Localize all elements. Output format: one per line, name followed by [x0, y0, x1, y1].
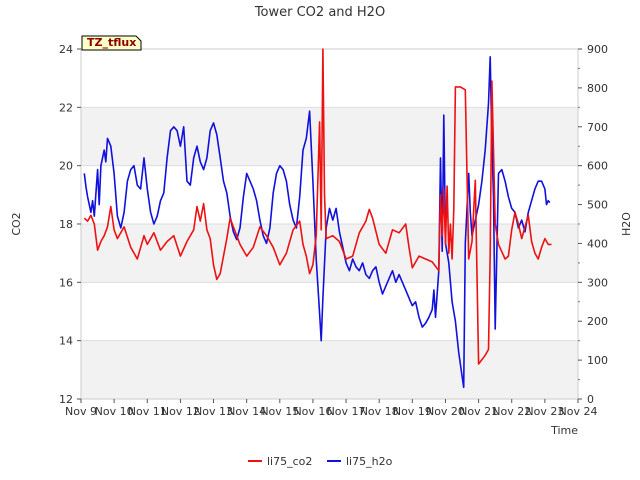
x-axis-label: Time	[550, 424, 578, 437]
x-tick-label: Nov 10	[95, 405, 134, 418]
right-tick-label: 500	[587, 199, 608, 212]
annotation-label: TZ_tflux	[87, 36, 136, 49]
x-tick-label: Nov 21	[459, 405, 498, 418]
chart-title: Tower CO2 and H2O	[254, 5, 385, 20]
x-tick-label: Nov 17	[327, 405, 366, 418]
legend-label-h2o: li75_h2o	[346, 455, 393, 468]
left-tick-label: 14	[59, 335, 73, 348]
x-tick-label: Nov 23	[525, 405, 564, 418]
left-tick-label: 24	[59, 43, 73, 56]
right-tick-label: 600	[587, 160, 608, 173]
plot-band	[81, 224, 578, 283]
x-tick-label: Nov 12	[161, 405, 200, 418]
legend-label-co2: li75_co2	[267, 455, 312, 468]
left-tick-label: 22	[59, 101, 73, 114]
x-tick-label: Nov 9	[65, 405, 97, 418]
right-tick-label: 800	[587, 82, 608, 95]
left-tick-label: 20	[59, 160, 73, 173]
left-tick-label: 18	[59, 218, 73, 231]
right-tick-label: 200	[587, 315, 608, 328]
plot-bands	[81, 107, 578, 399]
right-tick-label: 900	[587, 43, 608, 56]
annotation-box: TZ_tflux	[81, 35, 142, 51]
x-tick-label: Nov 14	[227, 405, 266, 418]
x-tick-label: Nov 16	[293, 405, 332, 418]
right-tick-label: 700	[587, 121, 608, 134]
left-tick-label: 16	[59, 276, 73, 289]
x-tick-label: Nov 11	[128, 405, 167, 418]
right-tick-label: 0	[587, 393, 594, 406]
x-tick-label: Nov 24	[559, 405, 598, 418]
series-line-co2	[83, 48, 552, 365]
x-tick-label: Nov 19	[393, 405, 432, 418]
legend: li75_co2 li75_h2o	[248, 455, 393, 468]
left-tick-label: 12	[59, 393, 73, 406]
x-tick-label: Nov 20	[426, 405, 465, 418]
right-axis: 0 100 200 300 400 500 600 700 800 900	[578, 43, 608, 406]
right-tick-label: 400	[587, 237, 608, 250]
series-layer	[83, 48, 552, 389]
plot-band	[81, 107, 578, 166]
x-tick-label: Nov 13	[194, 405, 233, 418]
plot-band	[81, 340, 578, 399]
left-axis-label: CO2	[10, 212, 23, 235]
x-tick-label: Nov 18	[360, 405, 399, 418]
x-tick-label: Nov 22	[492, 405, 531, 418]
right-tick-label: 100	[587, 354, 608, 367]
right-tick-label: 300	[587, 276, 608, 289]
x-tick-label: Nov 15	[260, 405, 299, 418]
left-axis: 12 14 16 18 20 22 24	[59, 43, 81, 406]
right-axis-label: H2O	[620, 212, 633, 236]
